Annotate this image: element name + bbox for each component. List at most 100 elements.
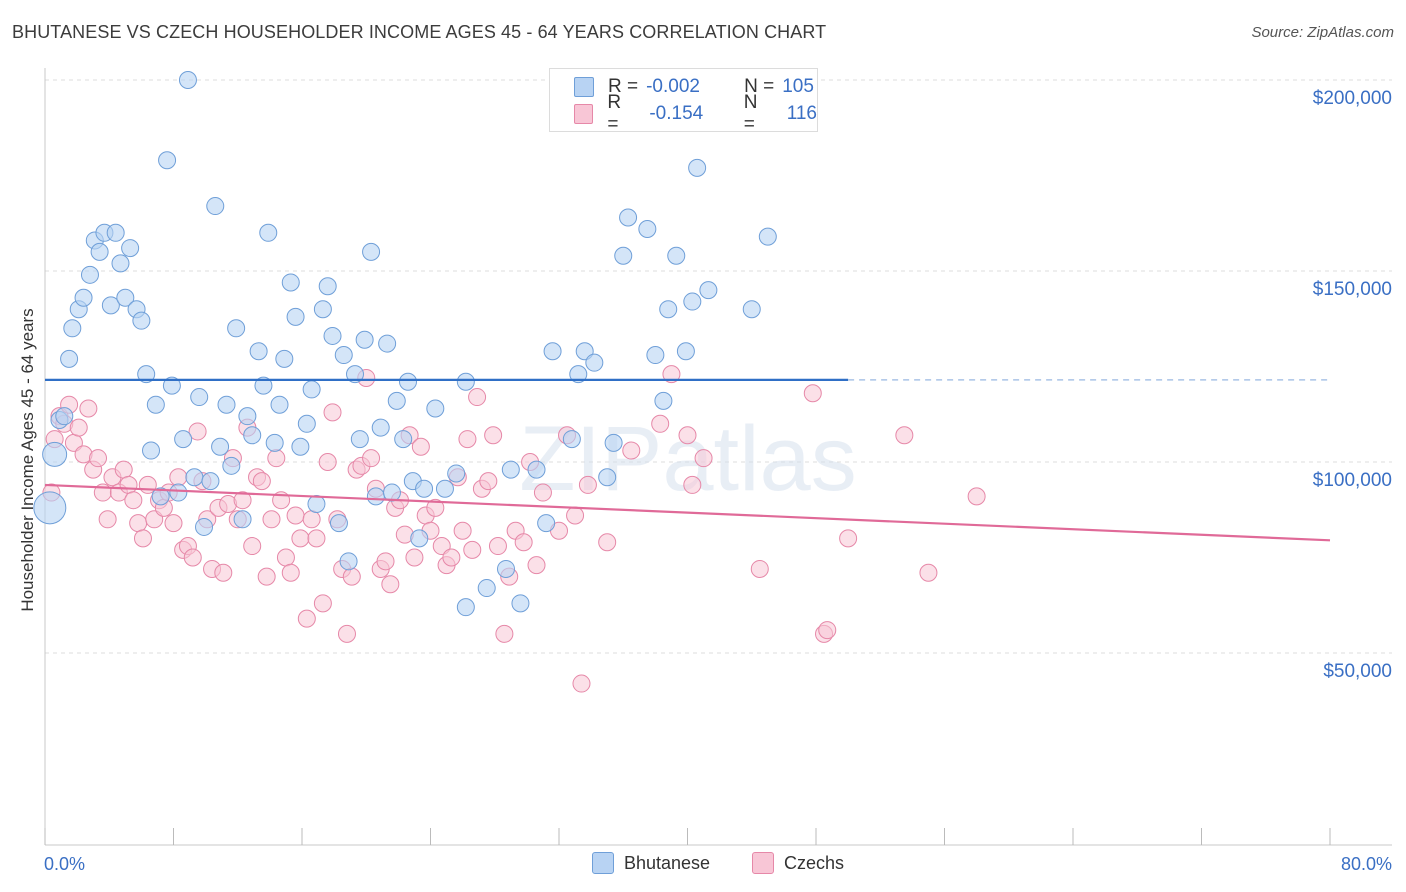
x-tick-label: 0.0% [44,854,85,874]
legend-r-label: R = [607,92,622,135]
czechs-point [233,491,252,510]
czechs-point [678,426,697,445]
bhutanese-point [575,342,594,361]
czechs-point [262,510,281,529]
bhutanese-point [366,487,385,506]
czechs-point [405,548,424,567]
bhutanese-point [339,552,358,571]
czechs-point [129,514,148,533]
bhutanese-point [435,479,454,498]
legend-item-bhutanese[interactable]: Bhutanese [592,852,710,874]
czechs-point [468,388,487,407]
bhutanese-point [569,365,588,384]
correlation-legend: R = -0.002 N = 105 R = -0.154 N = 116 [549,68,818,135]
bhutanese-point [265,433,284,452]
czechs-point [276,548,295,567]
bhutanese-point [249,342,268,361]
czechs-point [426,498,445,517]
bhutanese-point [174,430,193,449]
bhutanese-point [74,288,93,307]
czechs-point [694,449,713,468]
czechs-point [281,563,300,582]
czechs-point [323,403,342,422]
bhutanese-point [307,495,326,514]
bhutanese-point [137,365,156,384]
bhutanese-point [243,426,262,445]
bhutanese-point [238,407,257,426]
bhutanese-point [227,319,246,338]
czechs-point [164,514,183,533]
bhutanese-point [614,246,633,265]
bhutanese-point [537,514,556,533]
bhutanese-point [604,433,623,452]
legend-r-value: -0.002 [646,76,700,97]
series-legend: Bhutanese Czechs [0,852,1406,878]
bhutanese-point [585,353,604,372]
legend-swatch-bhutanese [574,77,594,97]
czechs-point [527,556,546,575]
czechs-point [479,472,498,491]
bhutanese-point [211,437,230,456]
legend-r-label: R = [608,76,639,97]
y-tick-label: $150,000 [1313,279,1392,300]
czechs-point [566,506,585,525]
watermark: ZIPatlas [519,408,856,510]
bhutanese-point [116,288,135,307]
czechs-point [252,472,271,491]
bhutanese-point [329,514,348,533]
czechs-point [243,537,262,556]
bhutanese-point [206,197,225,216]
czechs-point [598,533,617,552]
gridlines [45,79,1392,654]
bhutanese-point [281,273,300,292]
bhutanese-point [683,292,702,311]
legend-item-czechs[interactable]: Czechs [752,852,844,874]
bhutanese-point [142,441,161,460]
bhutanese-point [101,296,120,315]
bhutanese-point [562,430,581,449]
czechs-point [188,422,207,441]
bhutanese-point [55,407,74,426]
czechs-point [622,441,641,460]
czechs-point [214,563,233,582]
bhutanese-point [222,456,241,475]
bhutanese-point [286,307,305,326]
czechs-point [484,426,503,445]
bhutanese-point [447,464,466,483]
bhutanese-point [151,487,170,506]
czechs-point [488,537,507,556]
bhutanese-point [699,281,718,300]
bhutanese-point [318,277,337,296]
bhutanese-point [195,517,214,536]
czechs-point [453,521,472,540]
bhutanese-point [178,71,197,89]
bhutanese-point [233,510,252,529]
czechs-point [145,510,164,529]
bhutanese-point [456,372,475,391]
legend-n-label: N = [743,92,758,135]
bhutanese-point [543,342,562,361]
bhutanese-point [90,242,109,261]
czechs-point [302,510,321,529]
y-tick-label: $200,000 [1313,88,1392,109]
czechs-point [381,575,400,594]
bhutanese-point [185,468,204,487]
bhutanese-point [496,559,515,578]
legend-n-value: 116 [786,103,817,124]
bhutanese-point [646,346,665,365]
czechs-point [98,510,117,529]
chart-source: Source: ZipAtlas.com [1251,24,1394,41]
bhutanese-point [162,376,181,395]
legend-row-czechs: R = -0.154 N = 116 [550,92,817,135]
czechs-point [442,548,461,567]
legend-swatch-bhutanese [592,852,614,874]
bhutanese-point [619,208,638,227]
y-axis-label: Householder Income Ages 45 - 64 years [18,308,37,612]
legend-swatch-czechs [752,852,774,874]
czechs-trend-line [44,483,1331,542]
czechs-point [124,491,143,510]
bhutanese-point [688,158,707,177]
bhutanese-point [158,151,177,170]
bhutanese-point [394,430,413,449]
bhutanese-point [270,395,289,414]
